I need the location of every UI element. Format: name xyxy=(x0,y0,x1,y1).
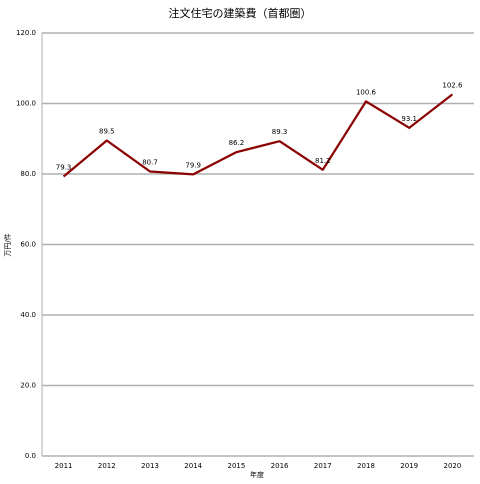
y-tick-label: 80.0 xyxy=(20,170,36,178)
data-label: 93.1 xyxy=(401,115,417,123)
x-tick-label: 2012 xyxy=(98,462,116,470)
data-label: 80.7 xyxy=(142,159,158,167)
chart-title: 注文住宅の建築費（首都圏） xyxy=(169,6,312,20)
data-label: 102.6 xyxy=(442,81,463,89)
data-label: 89.5 xyxy=(99,128,115,136)
data-label: 79.3 xyxy=(56,163,72,171)
line-series xyxy=(62,93,454,178)
y-tick-label: 40.0 xyxy=(20,311,36,319)
y-tick-label: 20.0 xyxy=(20,382,36,390)
x-tick-label: 2019 xyxy=(400,462,418,470)
x-axis-label: 年度 xyxy=(250,470,264,479)
x-tick-label: 2017 xyxy=(314,462,332,470)
x-tick-label: 2015 xyxy=(227,462,245,470)
x-tick-label: 2020 xyxy=(443,462,461,470)
data-label: 100.6 xyxy=(356,88,377,96)
data-label: 81.2 xyxy=(315,157,331,165)
x-tick-label: 2016 xyxy=(271,462,289,470)
x-tick-label: 2011 xyxy=(55,462,73,470)
y-tick-label: 120.0 xyxy=(16,29,36,37)
x-tick-label: 2013 xyxy=(141,462,159,470)
y-tick-label: 100.0 xyxy=(16,100,36,108)
data-label: 79.9 xyxy=(185,161,201,169)
y-tick-label: 0.0 xyxy=(25,452,36,460)
x-tick-label: 2014 xyxy=(184,462,202,470)
x-tick-label: 2018 xyxy=(357,462,375,470)
y-axis-label: 万円/件 xyxy=(3,233,12,256)
y-tick-label: 60.0 xyxy=(20,241,36,249)
data-label: 89.3 xyxy=(272,128,288,136)
data-label: 86.2 xyxy=(229,139,245,147)
